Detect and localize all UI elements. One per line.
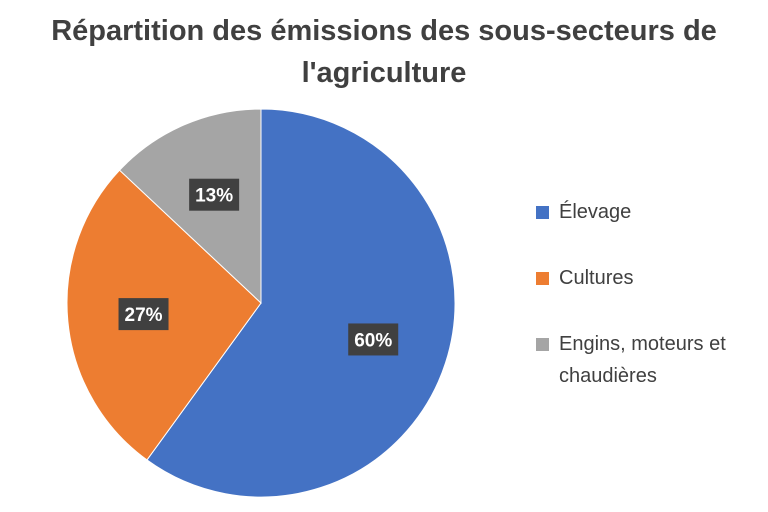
legend-item-elevage: Élevage <box>536 196 768 228</box>
data-label-box-engins <box>189 178 240 211</box>
legend-item-cultures: Cultures <box>536 262 768 294</box>
chart-title-line-2: l'agriculture <box>301 57 467 89</box>
legend-label-cultures: Cultures <box>559 267 634 289</box>
legend-item-engins: Engins, moteurs et chaudières <box>536 328 768 392</box>
legend-swatch-cultures <box>536 272 549 285</box>
data-label-text-engins: 13% <box>195 186 233 207</box>
data-label-cultures: 27% <box>118 298 169 331</box>
data-label-box-cultures <box>118 298 169 331</box>
chart-title: Répartition des émissions des sous-secte… <box>0 10 768 94</box>
legend-swatch-elevage <box>536 206 549 219</box>
chart-legend: Élevage Cultures Engins, moteurs et chau… <box>536 196 768 426</box>
pie-slice-elevage <box>146 108 456 498</box>
chart-title-line-1: Répartition des émissions des sous-secte… <box>51 15 717 47</box>
data-label-text-cultures: 27% <box>125 305 163 326</box>
legend-swatch-engins <box>536 338 549 351</box>
legend-label-elevage: Élevage <box>559 201 632 223</box>
data-label-box-elevage <box>348 323 399 356</box>
data-label-engins: 13% <box>189 178 240 211</box>
data-label-elevage: 60% <box>348 323 399 356</box>
data-label-text-elevage: 60% <box>354 330 392 351</box>
legend-label-engins: Engins, moteurs et chaudières <box>559 333 726 387</box>
